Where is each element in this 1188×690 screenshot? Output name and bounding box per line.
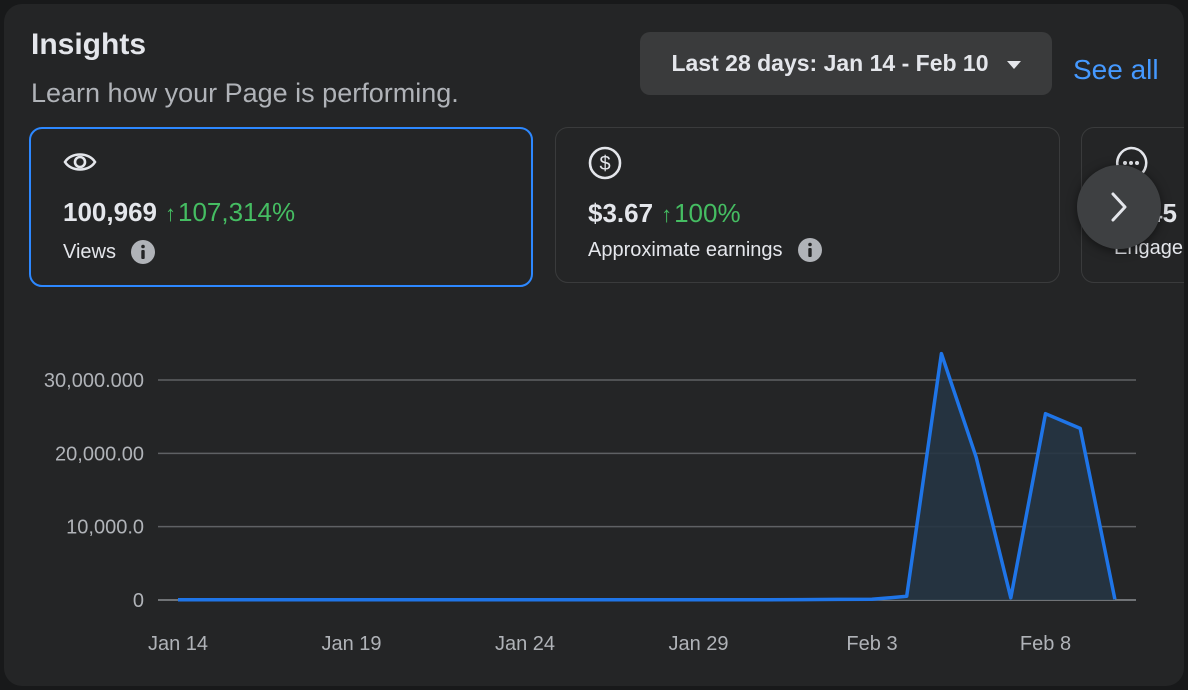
x-axis-ticks: Jan 14 Jan 19 Jan 24 Jan 29 Feb 3 Feb 8 [148, 633, 1071, 655]
date-range-dropdown[interactable]: Last 28 days: Jan 14 - Feb 10 [640, 32, 1052, 95]
y-tick-label: 20,000.00 [55, 443, 144, 465]
x-tick-label: Feb 8 [1020, 633, 1071, 655]
chart-series-area [178, 353, 1115, 600]
eye-icon [63, 149, 97, 180]
earnings-value: $3.67 [588, 198, 654, 228]
earnings-label: Approximate earnings [588, 238, 783, 261]
dollar-circle-icon: $ [588, 146, 622, 185]
y-tick-label: 0 [133, 590, 144, 612]
y-axis-ticks: 0 10,000.0 20,000.00 30,000.000 [44, 370, 144, 612]
arrow-up-icon: ↑ [661, 202, 673, 227]
views-value-row: 100,969 ↑107,314% [63, 197, 295, 228]
earnings-card[interactable]: $ $3.67 ↑100% Approximate earnings [555, 127, 1060, 283]
date-range-label: Last 28 days: Jan 14 - Feb 10 [671, 50, 989, 76]
x-tick-label: Jan 14 [148, 633, 208, 655]
views-change-value: 107,314% [177, 197, 296, 227]
views-label-row: Views [63, 239, 156, 265]
views-card[interactable]: 100,969 ↑107,314% Views [29, 127, 533, 287]
x-tick-label: Jan 24 [495, 633, 555, 655]
y-tick-label: 10,000.0 [66, 517, 144, 539]
earnings-change: ↑100% [661, 198, 741, 228]
earnings-change-value: 100% [674, 198, 741, 228]
arrow-up-icon: ↑ [164, 201, 176, 226]
svg-text:$: $ [599, 153, 610, 175]
x-tick-label: Jan 19 [321, 633, 381, 655]
y-tick-label: 30,000.000 [44, 370, 144, 392]
earnings-label-row: Approximate earnings [588, 237, 823, 263]
chevron-right-icon [1111, 192, 1127, 222]
insights-panel: Insights Learn how your Page is performi… [4, 4, 1184, 686]
chart-series-line [178, 351, 1117, 602]
see-all-link[interactable]: See all [1073, 54, 1159, 85]
caret-down-icon [1006, 61, 1021, 69]
next-cards-button[interactable] [1077, 165, 1161, 249]
page-subtitle: Learn how your Page is performing. [31, 78, 459, 108]
info-icon[interactable] [130, 239, 156, 265]
info-icon[interactable] [797, 237, 823, 263]
views-value: 100,969 [63, 197, 157, 227]
views-change: ↑107,314% [165, 197, 295, 227]
earnings-value-row: $3.67 ↑100% [588, 198, 741, 229]
page-title: Insights [31, 28, 147, 61]
x-tick-label: Jan 29 [668, 633, 728, 655]
views-label: Views [63, 240, 116, 263]
x-tick-label: Feb 3 [846, 633, 897, 655]
